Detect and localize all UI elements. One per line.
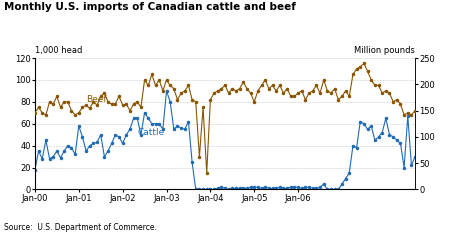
Text: Million pounds: Million pounds (354, 46, 415, 55)
Text: Monthly U.S. imports of Canadian cattle and beef: Monthly U.S. imports of Canadian cattle … (4, 2, 297, 12)
Text: Cattle: Cattle (137, 128, 165, 137)
Text: 1,000 head: 1,000 head (35, 46, 82, 55)
Text: Source:  U.S. Department of Commerce.: Source: U.S. Department of Commerce. (4, 223, 158, 232)
Text: Beef: Beef (86, 95, 107, 104)
